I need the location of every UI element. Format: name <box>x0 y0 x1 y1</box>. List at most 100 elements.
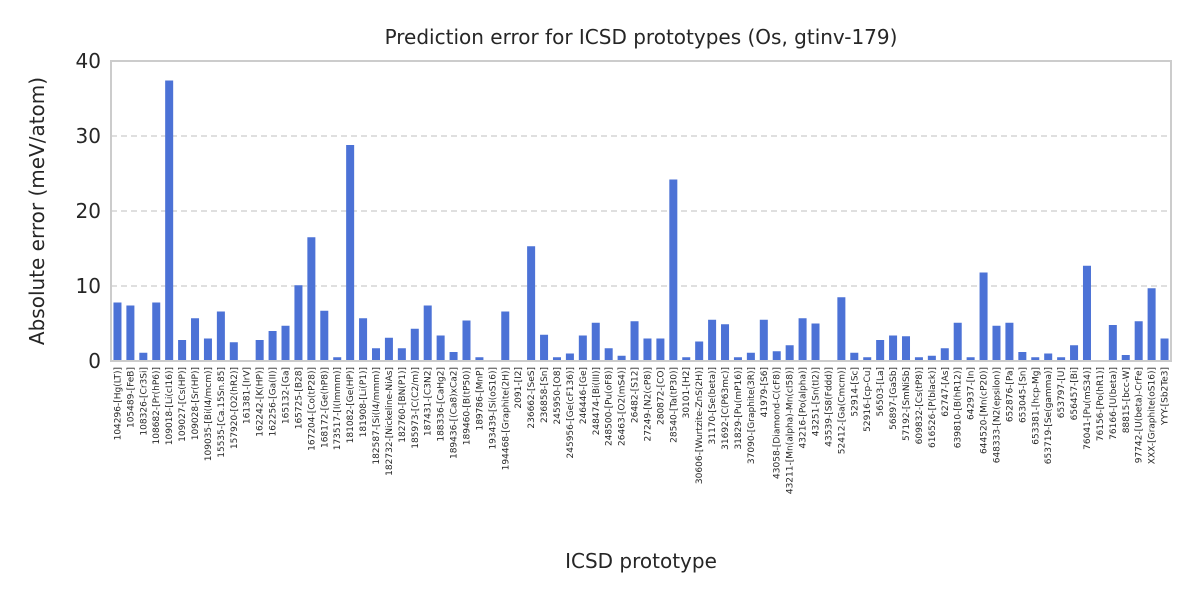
bar <box>281 325 290 361</box>
x-tick-label: 280872-[CO] <box>656 367 666 425</box>
x-tick-label: 30101-[H2] <box>682 367 692 418</box>
x-tick-label: 109028-[Sr(HP)] <box>191 367 201 440</box>
x-tick-label: 653797-[U] <box>1057 367 1067 418</box>
bar <box>1044 353 1053 361</box>
x-tick-label: 43539-[S8(Fddd)] <box>824 367 834 447</box>
x-tick-label: 52916-[cp-Cu] <box>863 367 873 432</box>
bar <box>229 342 238 361</box>
bar <box>397 348 406 361</box>
bar <box>307 237 316 361</box>
bars <box>113 80 1169 361</box>
x-tick-label: 56897-[GaSb] <box>889 367 899 430</box>
x-tick-label: 109035-[Bi(I4/mcm)] <box>204 367 214 461</box>
x-tick-label: 76041-[Pu(mS34)] <box>1083 367 1093 450</box>
x-tick-label: 168172-[Ge(hP8)] <box>320 367 330 448</box>
x-tick-label: 648333-[N2(epsilon)] <box>992 367 1002 463</box>
bar <box>837 297 846 361</box>
bar <box>1147 288 1156 361</box>
x-tick-label: 31170-[Se(beta)] <box>708 367 718 444</box>
x-tick-label: 165132-[Ga] <box>282 367 292 424</box>
y-tick-labels: 0 10 20 30 40 <box>76 49 101 373</box>
bar <box>565 353 574 361</box>
bar <box>501 311 510 361</box>
bar <box>1018 352 1027 361</box>
x-tick-label: 30606-[Wurtzite-ZnS(2H)] <box>695 367 705 484</box>
x-tick-label: 639810-[B(hR12)] <box>954 367 964 448</box>
x-tick-label: 236858-[Sn] <box>540 367 550 423</box>
x-tick-label: 182732-[Nickeline-NiAs] <box>385 367 395 476</box>
x-tick-label: YYY-[Sb2Te3] <box>1161 367 1171 426</box>
x-tick-label: 181082-[Ge(HP)] <box>346 367 356 443</box>
bar <box>733 357 742 361</box>
bar <box>1005 322 1014 361</box>
x-tick-label: 189436-[(Ca8)xCa2] <box>450 367 460 459</box>
bar <box>178 340 187 361</box>
bar <box>268 331 277 361</box>
x-tick-label: 43211-[Mn(alpha)-Mn(cI58)] <box>786 367 796 494</box>
x-tick-label: 181908-[Li(P1)] <box>359 367 369 437</box>
bar <box>423 305 432 361</box>
x-tick-label: 165725-[B28] <box>294 367 304 429</box>
bar <box>604 348 613 361</box>
x-tick-label: 76166-[U(beta)] <box>1109 367 1119 440</box>
x-tick-label: 187431-[C3N2] <box>424 367 434 436</box>
bar <box>320 310 329 361</box>
x-tick-label: 37090-[Graphite(3R)] <box>747 367 757 464</box>
x-tick-label: 108326-[Cr3Si] <box>139 367 149 436</box>
x-tick-label: 653719-[Se(gamma)] <box>1044 367 1054 464</box>
x-tick-label: 189786-[MnP] <box>475 367 485 431</box>
x-tick-label: 182760-[BN(P1)] <box>398 367 408 443</box>
x-tick-label: 52412-[Ga(Cmcm)] <box>837 367 847 454</box>
bar <box>1082 265 1091 361</box>
bar <box>1160 338 1169 361</box>
x-tick-label: 248474-[Bi(III)] <box>592 367 602 435</box>
bar <box>1031 357 1040 361</box>
x-tick-label: 609832-[Cs(tP8)] <box>915 367 925 444</box>
x-tick-label: 43058-[Diamond-C(cF8)] <box>773 367 783 479</box>
bar <box>436 335 445 361</box>
bar <box>772 351 781 361</box>
x-tick-label: 653045-[Sn] <box>1018 367 1028 423</box>
bar <box>294 285 303 361</box>
bar <box>798 318 807 361</box>
x-tick-label: 157920-[O2(hR2)] <box>230 367 240 449</box>
bar <box>475 357 484 361</box>
x-tick-label: 76156-[Po(hR1)] <box>1096 367 1106 441</box>
bar <box>371 348 381 361</box>
bar <box>979 272 988 361</box>
x-tick-label: 26482-[S12] <box>631 367 641 423</box>
x-tick-label: XXX-[Graphite(oS16)] <box>1148 367 1158 464</box>
bar <box>126 305 135 361</box>
y-tick-label: 0 <box>88 349 101 373</box>
x-tick-label: 27249-[N2(cP8)] <box>643 367 653 441</box>
bar <box>656 338 665 361</box>
x-tick-label: 182587-[Si(I4/mmm)] <box>372 367 382 465</box>
x-tick-label: 31692-[C(P63mc)] <box>721 367 731 450</box>
x-tick-label: 108682-[Pr(hP6)] <box>152 367 162 444</box>
x-tick-label: 248500-[Pu(oF8)] <box>605 367 615 446</box>
bar <box>191 318 200 361</box>
bar <box>901 336 911 361</box>
bar <box>643 338 652 361</box>
x-tick-label: 43216-[Po(alpha)] <box>799 367 809 448</box>
bar <box>1057 357 1066 361</box>
bar <box>359 318 368 361</box>
bar <box>953 322 962 361</box>
bar <box>1070 345 1079 361</box>
x-tick-label: 189460-[B(tP50)] <box>462 367 472 445</box>
bar <box>617 355 626 361</box>
y-tick-label: 40 <box>76 49 101 73</box>
bar <box>708 319 717 361</box>
bar <box>721 324 730 361</box>
bar <box>966 357 975 361</box>
bar <box>540 334 549 361</box>
bar <box>940 348 949 361</box>
x-tick-label: 2091-[I2] <box>514 367 524 409</box>
bar <box>462 320 471 361</box>
bar <box>152 302 161 361</box>
x-tick-label: 97742-[U(beta)-CrFe] <box>1135 367 1145 463</box>
x-tick-label: 105489-[FeB] <box>126 367 136 428</box>
bar <box>669 179 678 361</box>
bar <box>759 319 768 361</box>
